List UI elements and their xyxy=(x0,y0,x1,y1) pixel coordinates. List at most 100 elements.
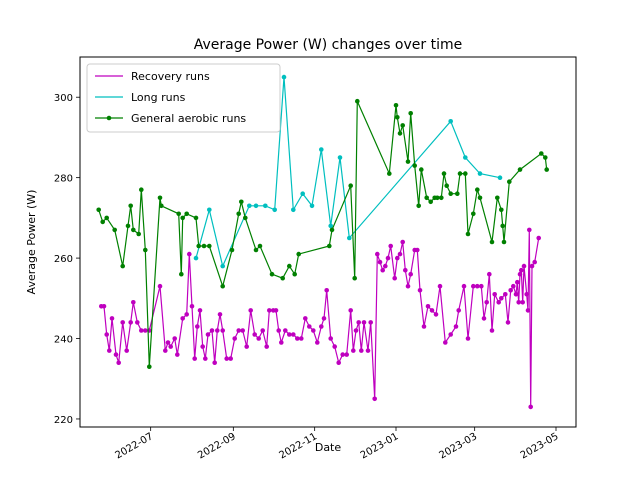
data-point-recovery-runs xyxy=(516,300,521,305)
data-point-recovery-runs xyxy=(489,328,495,333)
data-point-recovery-runs xyxy=(324,288,330,293)
data-point-general-aerobic-runs xyxy=(441,171,447,176)
data-point-recovery-runs xyxy=(256,336,262,341)
data-point-recovery-runs xyxy=(131,300,136,305)
data-point-general-aerobic-runs xyxy=(424,195,430,201)
data-point-recovery-runs xyxy=(209,328,215,333)
data-point-general-aerobic-runs xyxy=(395,115,400,120)
data-point-recovery-runs xyxy=(356,320,362,325)
data-point-general-aerobic-runs xyxy=(125,223,131,229)
y-tick-label: 220 xyxy=(54,415,73,426)
data-point-recovery-runs xyxy=(471,283,476,289)
data-point-general-aerobic-runs xyxy=(179,271,184,277)
series-general-aerobic-runs xyxy=(96,98,549,370)
data-point-recovery-runs xyxy=(429,308,435,313)
data-point-general-aerobic-runs xyxy=(352,275,358,281)
data-point-recovery-runs xyxy=(287,332,292,337)
data-point-recovery-runs xyxy=(481,316,487,321)
data-point-recovery-runs xyxy=(448,332,454,337)
data-point-general-aerobic-runs xyxy=(236,211,241,217)
data-point-recovery-runs xyxy=(392,275,398,281)
data-point-recovery-runs xyxy=(279,340,284,345)
legend-marker xyxy=(106,115,112,121)
data-point-general-aerobic-runs xyxy=(280,275,286,281)
data-point-general-aerobic-runs xyxy=(405,159,411,164)
legend-label: Long runs xyxy=(131,91,186,104)
data-point-recovery-runs xyxy=(184,312,189,317)
data-point-recovery-runs xyxy=(417,288,423,293)
data-point-general-aerobic-runs xyxy=(176,211,181,217)
data-point-general-aerobic-runs xyxy=(499,207,504,213)
data-point-general-aerobic-runs xyxy=(400,123,406,128)
data-point-general-aerobic-runs xyxy=(387,171,392,176)
data-point-recovery-runs xyxy=(403,267,408,273)
data-point-recovery-runs xyxy=(536,235,541,241)
data-point-long-runs xyxy=(463,155,468,160)
data-point-recovery-runs xyxy=(273,308,279,313)
data-point-recovery-runs xyxy=(456,308,462,313)
data-point-recovery-runs xyxy=(511,283,516,289)
data-point-long-runs xyxy=(253,203,259,209)
y-axis-ticks: 220 240 260 280 300 xyxy=(54,93,80,426)
data-point-general-aerobic-runs xyxy=(465,231,471,237)
chart-title: Average Power (W) changes over time xyxy=(194,37,463,53)
y-tick-label: 260 xyxy=(54,254,73,265)
data-point-recovery-runs xyxy=(400,239,406,245)
data-point-general-aerobic-runs xyxy=(428,199,434,205)
data-point-recovery-runs xyxy=(351,348,356,353)
data-point-general-aerobic-runs xyxy=(507,179,512,184)
data-point-recovery-runs xyxy=(200,344,205,349)
data-point-recovery-runs xyxy=(353,328,359,333)
data-point-recovery-runs xyxy=(236,328,241,333)
data-point-recovery-runs xyxy=(520,300,525,305)
data-point-recovery-runs xyxy=(232,336,237,341)
data-point-general-aerobic-runs xyxy=(397,131,403,136)
data-point-recovery-runs xyxy=(192,356,197,361)
data-point-long-runs xyxy=(291,207,296,213)
data-point-general-aerobic-runs xyxy=(147,364,152,370)
series-layer xyxy=(96,74,549,410)
data-point-recovery-runs xyxy=(453,324,459,329)
data-point-recovery-runs xyxy=(433,312,439,317)
data-point-recovery-runs xyxy=(529,263,535,269)
data-point-recovery-runs xyxy=(315,340,320,345)
data-point-general-aerobic-runs xyxy=(296,251,302,257)
data-point-general-aerobic-runs xyxy=(544,167,549,172)
data-point-general-aerobic-runs xyxy=(120,263,125,269)
plot-frame xyxy=(79,56,577,428)
data-point-general-aerobic-runs xyxy=(517,167,523,172)
data-point-long-runs xyxy=(337,155,343,160)
data-point-recovery-runs xyxy=(465,336,471,341)
data-point-recovery-runs xyxy=(461,283,467,289)
data-point-recovery-runs xyxy=(344,352,350,357)
data-point-long-runs xyxy=(263,203,268,209)
data-point-recovery-runs xyxy=(104,332,109,337)
series-long-runs xyxy=(193,74,503,269)
data-point-general-aerobic-runs xyxy=(201,243,207,249)
data-point-recovery-runs xyxy=(163,348,168,353)
data-point-recovery-runs xyxy=(189,304,195,309)
data-point-recovery-runs xyxy=(217,312,223,317)
data-point-general-aerobic-runs xyxy=(128,203,133,209)
data-point-general-aerobic-runs xyxy=(159,203,164,209)
data-point-general-aerobic-runs xyxy=(501,239,507,245)
data-point-recovery-runs xyxy=(385,255,391,261)
data-point-recovery-runs xyxy=(496,300,502,305)
data-point-recovery-runs xyxy=(248,308,253,313)
data-point-long-runs xyxy=(272,207,278,213)
data-point-general-aerobic-runs xyxy=(243,215,248,221)
data-point-recovery-runs xyxy=(519,267,524,273)
data-point-recovery-runs xyxy=(303,316,308,321)
data-point-recovery-runs xyxy=(421,324,427,329)
data-point-recovery-runs xyxy=(215,328,220,333)
data-point-recovery-runs xyxy=(532,259,537,265)
data-point-general-aerobic-runs xyxy=(455,191,460,196)
data-point-recovery-runs xyxy=(372,396,378,402)
data-point-recovery-runs xyxy=(244,344,249,349)
data-point-recovery-runs xyxy=(311,328,316,333)
data-point-general-aerobic-runs xyxy=(477,195,483,201)
data-point-recovery-runs xyxy=(515,279,520,285)
data-point-recovery-runs xyxy=(124,348,129,353)
data-point-general-aerobic-runs xyxy=(435,195,440,201)
